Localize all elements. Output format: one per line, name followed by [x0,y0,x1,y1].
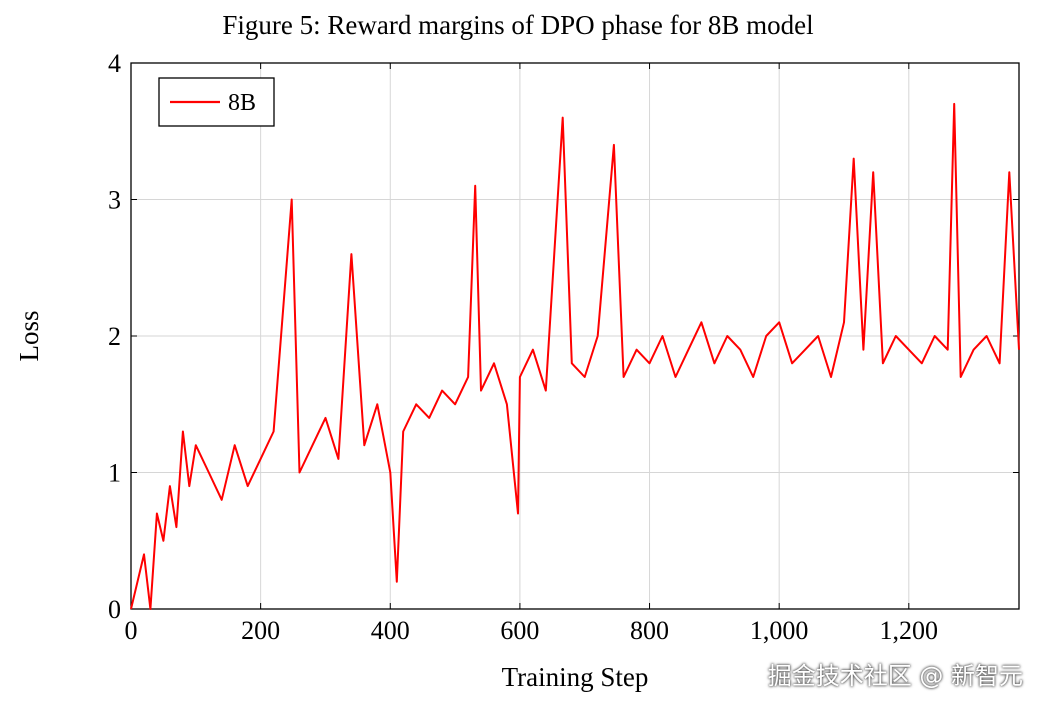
x-tick-label: 800 [630,616,669,645]
x-tick-label: 600 [500,616,539,645]
series-group [130,102,1020,610]
y-axis-label: Loss [14,310,44,361]
y-tick-label: 2 [108,322,121,351]
x-axis-label: Training Step [502,662,649,692]
x-tick-label: 1,000 [750,616,809,645]
chart-title: Figure 5: Reward margins of DPO phase fo… [222,10,813,40]
x-tick-label: 0 [125,616,138,645]
y-tick-label: 1 [108,459,121,488]
legend: 8B [158,77,275,127]
y-tick-label: 4 [108,49,121,78]
watermark: 掘金技术社区 @ 新智元 [767,662,1023,690]
x-tick-label: 200 [241,616,280,645]
y-tick-label: 3 [108,186,121,215]
x-tick-label: 400 [371,616,410,645]
x-tick-label: 1,200 [880,616,939,645]
axis-ticks: 0 200 400 600 800 1,000 1,200 0 1 2 3 4 [108,49,1019,645]
legend-label: 8B [228,90,256,116]
y-tick-label: 0 [108,595,121,624]
grid [131,63,1019,609]
series-line-8B [130,102,1020,610]
